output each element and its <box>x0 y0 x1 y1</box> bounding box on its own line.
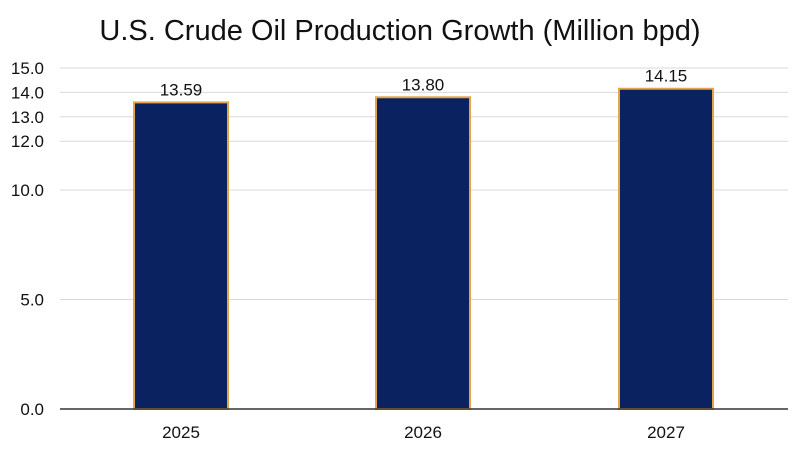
bar-2026 <box>375 96 471 410</box>
x-tick-label: 2025 <box>162 423 200 442</box>
chart-title: U.S. Crude Oil Production Growth (Millio… <box>99 15 700 47</box>
data-label: 13.80 <box>402 75 445 94</box>
y-tick-label: 5.0 <box>20 291 44 310</box>
bar-2027 <box>618 87 714 411</box>
y-tick-label: 12.0 <box>11 132 44 151</box>
y-tick-label: 0.0 <box>20 400 44 419</box>
data-label: 14.15 <box>645 67 688 86</box>
x-tick-label: 2027 <box>647 423 685 442</box>
bar-2025 <box>133 101 229 411</box>
y-tick-label: 14.0 <box>11 83 44 102</box>
data-label: 13.59 <box>160 80 203 99</box>
y-tick-label: 15.0 <box>11 59 44 78</box>
y-tick-label: 13.0 <box>11 108 44 127</box>
y-axis: 0.0 5.0 10.0 12.0 13.0 14.0 15.0 <box>11 59 44 419</box>
value-labels: 13.59 13.80 14.15 <box>160 67 688 100</box>
x-tick-label: 2026 <box>404 423 442 442</box>
bars <box>133 87 714 411</box>
x-axis: 2025 2026 2027 <box>60 408 788 442</box>
y-tick-label: 10.0 <box>11 181 44 200</box>
